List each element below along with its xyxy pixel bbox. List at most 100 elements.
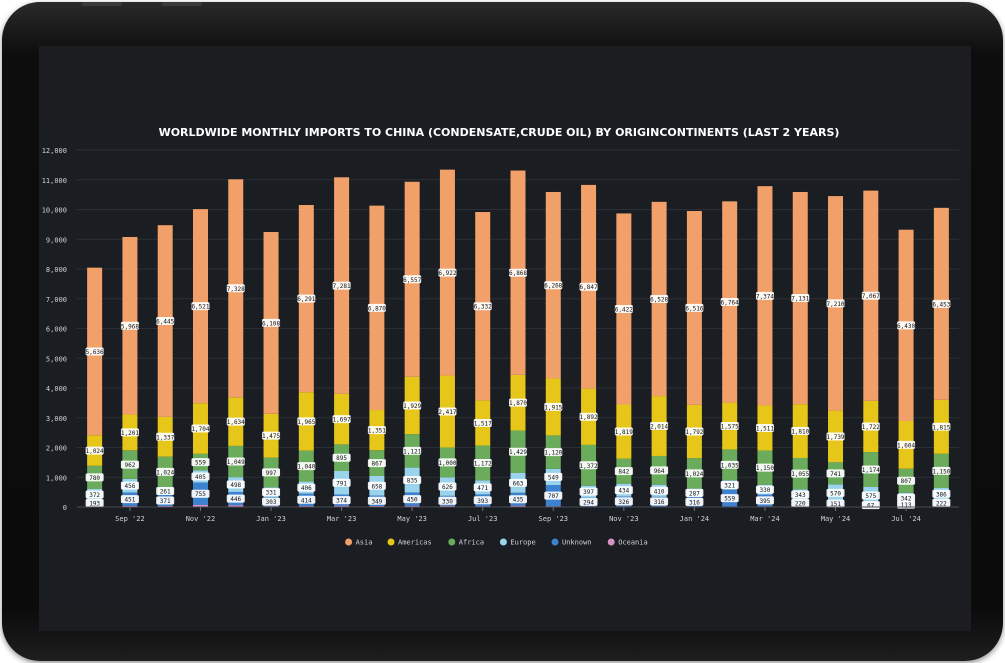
data-label-box (720, 460, 739, 469)
tablet-screen: WORLDWIDE MONTHLY IMPORTS TO CHINA (COND… (39, 46, 971, 631)
legend-label-americas: Americas (398, 539, 432, 547)
data-label: 842 (618, 469, 629, 476)
data-label-box (650, 294, 669, 303)
data-label-box (614, 497, 633, 506)
data-label-box (826, 432, 845, 441)
data-label: 342 (901, 495, 912, 502)
data-label: 6,521 (191, 304, 209, 311)
data-label: 261 (160, 489, 171, 496)
data-label: 343 (795, 492, 806, 499)
data-label: 451 (124, 497, 135, 504)
y-tick-label: 6,000 (46, 326, 67, 334)
data-label-box (226, 494, 245, 503)
data-label-box (226, 457, 245, 466)
data-label: 6,291 (297, 296, 315, 303)
bar-segment-oceania (192, 504, 208, 507)
data-label-box (861, 465, 880, 474)
data-label: 1,634 (227, 419, 245, 426)
data-label: 330 (442, 498, 453, 505)
data-label-box (156, 432, 175, 441)
data-label-box (720, 422, 739, 431)
bars-group (87, 169, 949, 507)
data-label-box (509, 447, 527, 456)
data-label: 559 (724, 496, 735, 503)
data-label: 6,516 (685, 305, 703, 312)
data-label-box (262, 431, 281, 440)
data-label: 435 (513, 497, 524, 504)
x-tick-label: Jan '24 (680, 515, 710, 523)
x-axis: Sep '22 Nov '22 Jan '23 Mar '23 May '23 Jul '… (77, 506, 959, 523)
data-label-box (332, 496, 351, 505)
data-label-box (544, 402, 563, 411)
data-label-box (614, 427, 633, 436)
data-label-box (650, 422, 669, 431)
data-label: 1,517 (474, 420, 492, 427)
data-label-box (509, 495, 527, 504)
data-label: 1,024 (685, 471, 703, 478)
data-label-box (473, 458, 492, 467)
data-label-box (438, 268, 457, 277)
data-label-box (685, 469, 704, 478)
data-label: 1,704 (191, 426, 209, 433)
data-label-box (614, 486, 633, 495)
data-label-box (685, 427, 704, 436)
data-label-box (579, 412, 598, 421)
data-label-box (367, 459, 386, 468)
y-tick-label: 1,000 (46, 474, 67, 482)
data-label: 570 (830, 490, 841, 497)
x-tick-label: Mar '24 (750, 515, 780, 523)
data-label: 780 (89, 475, 100, 482)
data-label-box (332, 415, 351, 424)
data-label: 405 (195, 474, 206, 481)
data-label: 316 (654, 499, 665, 506)
data-label: 1,120 (544, 450, 562, 457)
data-label: 393 (477, 498, 488, 505)
tablet-top-button (82, 2, 122, 6)
legend-marker-unknown (551, 538, 559, 546)
data-label: 6,557 (403, 277, 421, 284)
legend: Asia Americas Africa Europe Unknown Oceania (345, 538, 648, 547)
data-label: 2,417 (438, 409, 456, 416)
data-label-box (438, 458, 457, 467)
data-label: 6,528 (650, 296, 668, 303)
data-label: 7,131 (791, 296, 809, 303)
data-label: 6,847 (580, 284, 598, 291)
data-label-box (367, 426, 386, 435)
bar-segment-oceania (369, 505, 385, 507)
data-label: 1,604 (897, 442, 915, 449)
data-label-box (473, 483, 492, 492)
data-label-box (791, 490, 810, 499)
data-label-box (755, 496, 774, 505)
data-label-box (791, 427, 810, 436)
data-label-box (85, 498, 104, 507)
data-label: 575 (865, 493, 876, 500)
data-label-box (755, 485, 774, 494)
data-label-box (85, 347, 104, 356)
data-label: 1,049 (227, 459, 245, 466)
data-label-box (438, 496, 457, 505)
data-label-box (262, 488, 281, 497)
data-label-box (755, 423, 774, 432)
data-label: 326 (618, 499, 629, 506)
data-label-box (226, 284, 245, 293)
data-label-box (826, 499, 845, 508)
data-label: 6,268 (544, 283, 562, 290)
data-label-box (861, 422, 880, 431)
legend-marker-europe (499, 538, 507, 546)
data-label: 386 (936, 491, 947, 498)
data-label-box (650, 466, 669, 475)
y-tick-label: 12,000 (42, 147, 67, 155)
data-label: 791 (336, 480, 347, 487)
x-tick-label: Nov '22 (186, 515, 216, 523)
legend-label-oceania: Oceania (618, 539, 648, 547)
data-label-box (509, 268, 527, 277)
data-label-box (544, 448, 563, 457)
data-label-box (720, 494, 739, 503)
legend-marker-americas (387, 538, 395, 546)
data-label: 741 (830, 471, 841, 478)
data-label-box (332, 453, 351, 462)
data-label: 6,453 (932, 301, 950, 308)
chart-panel: WORLDWIDE MONTHLY IMPORTS TO CHINA (COND… (39, 124, 971, 602)
x-tick-label: May '24 (821, 515, 851, 523)
